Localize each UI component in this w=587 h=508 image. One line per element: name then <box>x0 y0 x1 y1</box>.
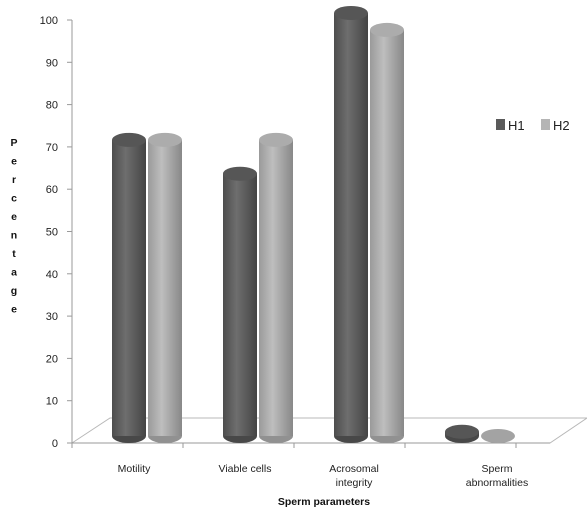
x-axis-categories: Motility Viable cells Acrosomal integrity Sp… <box>118 463 529 489</box>
x-axis-label: Sperm parameters <box>278 496 370 508</box>
y-tick-label: 10 <box>46 396 58 408</box>
bars <box>112 6 515 443</box>
legend-swatch <box>541 119 550 130</box>
bar-body-front <box>259 139 293 436</box>
legend-label: H2 <box>553 118 570 133</box>
x-category-label: Sperm abnormalities <box>466 463 528 489</box>
bar-body-front <box>148 139 182 436</box>
y-tick-label: 80 <box>46 100 58 112</box>
bar-h2-1 <box>148 132 182 443</box>
legend-swatch <box>496 119 505 130</box>
y-tick-label: 50 <box>46 227 58 239</box>
bar-h2-2 <box>259 132 293 443</box>
y-tick-label: 30 <box>46 311 58 323</box>
bar-h1-3 <box>334 6 368 443</box>
bar-body-front <box>112 139 146 436</box>
bar-body-front <box>334 13 368 436</box>
bar-h1-2 <box>223 166 257 443</box>
bar-body-front <box>223 173 257 437</box>
bar-top <box>481 429 515 443</box>
x-category-label: Motility <box>118 463 151 475</box>
bar-top <box>334 6 368 20</box>
bar-body-front <box>370 29 404 436</box>
bar-top <box>223 166 257 181</box>
y-tick-label: 60 <box>46 184 58 196</box>
y-tick-label: 20 <box>46 353 58 365</box>
legend-label: H1 <box>508 118 525 133</box>
bar-top <box>148 132 182 147</box>
bar-top <box>259 132 293 147</box>
bar-h2-3 <box>370 22 404 443</box>
y-tick-label: 100 <box>40 15 58 27</box>
bar-h1-1 <box>112 132 146 443</box>
bar-top <box>370 22 404 37</box>
x-category-label: Viable cells <box>219 463 272 475</box>
y-axis-ticks: 0 10 20 30 40 50 60 70 80 90 100 <box>40 15 72 450</box>
legend-item-h2: H2 <box>541 118 570 133</box>
y-tick-label: 40 <box>46 269 58 281</box>
bar-h2-4 <box>481 429 515 443</box>
legend: H1 H2 <box>496 118 570 133</box>
legend-item-h1: H1 <box>496 118 525 133</box>
bar-h1-4 <box>445 424 479 443</box>
y-tick-label: 0 <box>52 438 58 450</box>
bar-top <box>112 132 146 147</box>
y-tick-label: 90 <box>46 57 58 69</box>
y-tick-label: 70 <box>46 142 58 154</box>
bar-top <box>445 424 479 439</box>
x-category-label: Acrosomal integrity <box>329 463 379 489</box>
